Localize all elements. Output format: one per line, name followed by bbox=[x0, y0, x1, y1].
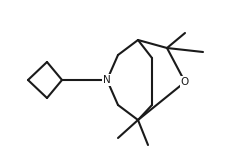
Text: O: O bbox=[180, 77, 188, 87]
Text: N: N bbox=[103, 75, 110, 85]
